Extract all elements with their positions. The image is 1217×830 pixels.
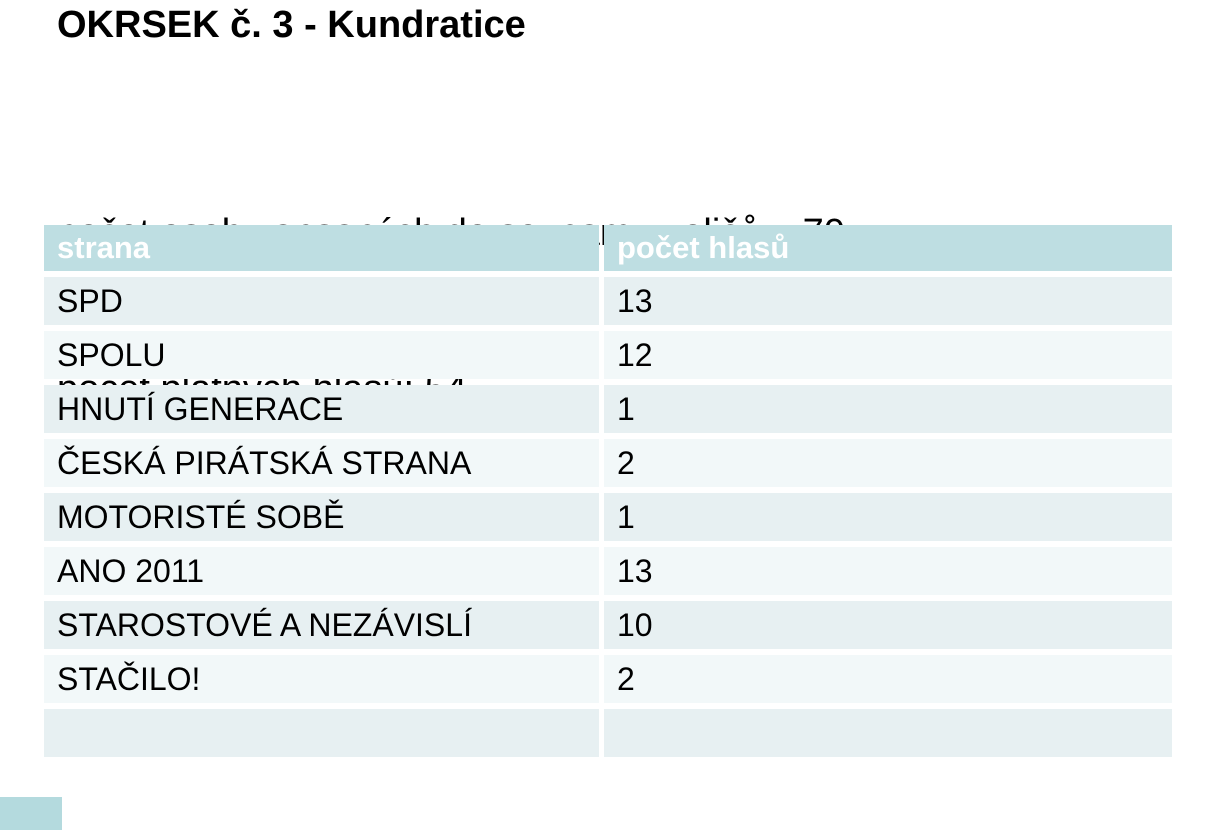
table-row: HNUTÍ GENERACE 1 bbox=[44, 385, 1172, 433]
party-cell: HNUTÍ GENERACE bbox=[44, 385, 599, 433]
party-cell: SPOLU bbox=[44, 331, 599, 379]
table-row-empty bbox=[44, 709, 1172, 757]
table-row: STAROSTOVÉ A NEZÁVISLÍ 10 bbox=[44, 601, 1172, 649]
party-cell: SPD bbox=[44, 277, 599, 325]
votes-cell: 13 bbox=[604, 277, 1172, 325]
table-header: strana počet hlasů bbox=[44, 225, 1172, 271]
votes-cell: 1 bbox=[604, 493, 1172, 541]
party-cell: STAČILO! bbox=[44, 655, 599, 703]
votes-cell: 1 bbox=[604, 385, 1172, 433]
party-cell bbox=[44, 709, 599, 757]
page-title: OKRSEK č. 3 - Kundratice bbox=[57, 4, 526, 46]
table-row: ANO 2011 13 bbox=[44, 547, 1172, 595]
bottom-left-table-fragment bbox=[0, 797, 62, 830]
table-row: STAČILO! 2 bbox=[44, 655, 1172, 703]
votes-cell: 2 bbox=[604, 439, 1172, 487]
table-body: SPD 13 SPOLU 12 HNUTÍ GENERACE 1 ČESKÁ P… bbox=[44, 277, 1172, 757]
party-cell: STAROSTOVÉ A NEZÁVISLÍ bbox=[44, 601, 599, 649]
votes-cell bbox=[604, 709, 1172, 757]
table-row: MOTORISTÉ SOBĚ 1 bbox=[44, 493, 1172, 541]
votes-cell: 2 bbox=[604, 655, 1172, 703]
party-cell: ČESKÁ PIRÁTSKÁ STRANA bbox=[44, 439, 599, 487]
votes-cell: 13 bbox=[604, 547, 1172, 595]
table-row: SPOLU 12 bbox=[44, 331, 1172, 379]
table-row: ČESKÁ PIRÁTSKÁ STRANA 2 bbox=[44, 439, 1172, 487]
party-cell: MOTORISTÉ SOBĚ bbox=[44, 493, 599, 541]
party-cell: ANO 2011 bbox=[44, 547, 599, 595]
header-cell-pocet-hlasu: počet hlasů bbox=[604, 225, 1172, 271]
table-header-row: strana počet hlasů bbox=[44, 225, 1172, 271]
votes-cell: 12 bbox=[604, 331, 1172, 379]
table-row: SPD 13 bbox=[44, 277, 1172, 325]
results-table: strana počet hlasů SPD 13 SPOLU 12 HNUTÍ… bbox=[44, 225, 1172, 763]
header-cell-strana: strana bbox=[44, 225, 599, 271]
votes-cell: 10 bbox=[604, 601, 1172, 649]
